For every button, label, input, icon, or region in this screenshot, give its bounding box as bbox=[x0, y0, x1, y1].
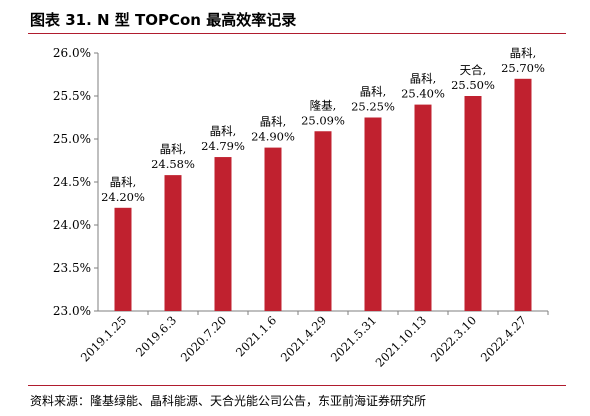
x-tick-label: 2019.1.25 bbox=[78, 313, 129, 364]
title-rule bbox=[28, 33, 566, 34]
data-label-company: 晶科, bbox=[360, 85, 387, 99]
data-label-company: 天合, bbox=[460, 63, 487, 77]
data-label-value: 25.70% bbox=[501, 61, 545, 75]
y-tick-label: 25.0% bbox=[53, 132, 91, 146]
x-tick-label: 2022.3.10 bbox=[428, 313, 479, 364]
data-label-value: 24.79% bbox=[201, 139, 245, 153]
bar bbox=[514, 78, 532, 311]
data-label-value: 24.20% bbox=[101, 190, 145, 204]
x-tick-label: 2021.5.31 bbox=[328, 313, 379, 364]
x-tick-label: 2021.10.13 bbox=[373, 313, 429, 369]
data-label-value: 24.90% bbox=[251, 130, 295, 144]
data-label-company: 晶科, bbox=[110, 175, 137, 189]
source-note: 资料来源：隆基绿能、晶科能源、天合光能公司公告，东亚前海证券研究所 bbox=[30, 394, 427, 408]
data-label-company: 晶科, bbox=[410, 72, 437, 86]
y-tick-label: 23.0% bbox=[53, 304, 91, 318]
y-tick-label: 24.5% bbox=[53, 175, 91, 189]
data-label-company: 晶科, bbox=[510, 46, 537, 60]
bar bbox=[114, 207, 132, 311]
data-label-value: 24.58% bbox=[151, 157, 195, 171]
x-tick-label: 2019.6.3 bbox=[133, 313, 179, 359]
data-label-value: 25.50% bbox=[451, 78, 495, 92]
data-label-value: 25.09% bbox=[301, 113, 345, 127]
data-label-value: 25.40% bbox=[401, 87, 445, 101]
bar bbox=[164, 175, 182, 311]
y-tick-label: 23.5% bbox=[53, 261, 91, 275]
bar bbox=[364, 117, 382, 311]
source-rule bbox=[28, 385, 566, 386]
x-tick-label: 2020.7.20 bbox=[178, 313, 229, 364]
y-tick-label: 25.5% bbox=[53, 89, 91, 103]
data-label-company: 晶科, bbox=[260, 115, 287, 129]
bar bbox=[414, 104, 432, 311]
bar bbox=[464, 96, 482, 311]
bar bbox=[214, 157, 232, 311]
y-tick-label: 24.0% bbox=[53, 218, 91, 232]
chart-title: 图表 31. N 型 TOPCon 最高效率记录 bbox=[30, 11, 297, 29]
data-label-company: 晶科, bbox=[160, 142, 187, 156]
y-tick-label: 26.0% bbox=[53, 46, 91, 60]
x-tick-label: 2021.1.6 bbox=[233, 313, 279, 359]
data-label-company: 晶科, bbox=[210, 124, 237, 138]
bar bbox=[314, 131, 332, 311]
x-tick-label: 2021.4.29 bbox=[278, 313, 329, 364]
data-label-value: 25.25% bbox=[351, 100, 395, 114]
data-label-company: 隆基, bbox=[310, 98, 337, 112]
x-tick-label: 2022.4.27 bbox=[478, 313, 529, 364]
bar bbox=[264, 147, 282, 311]
